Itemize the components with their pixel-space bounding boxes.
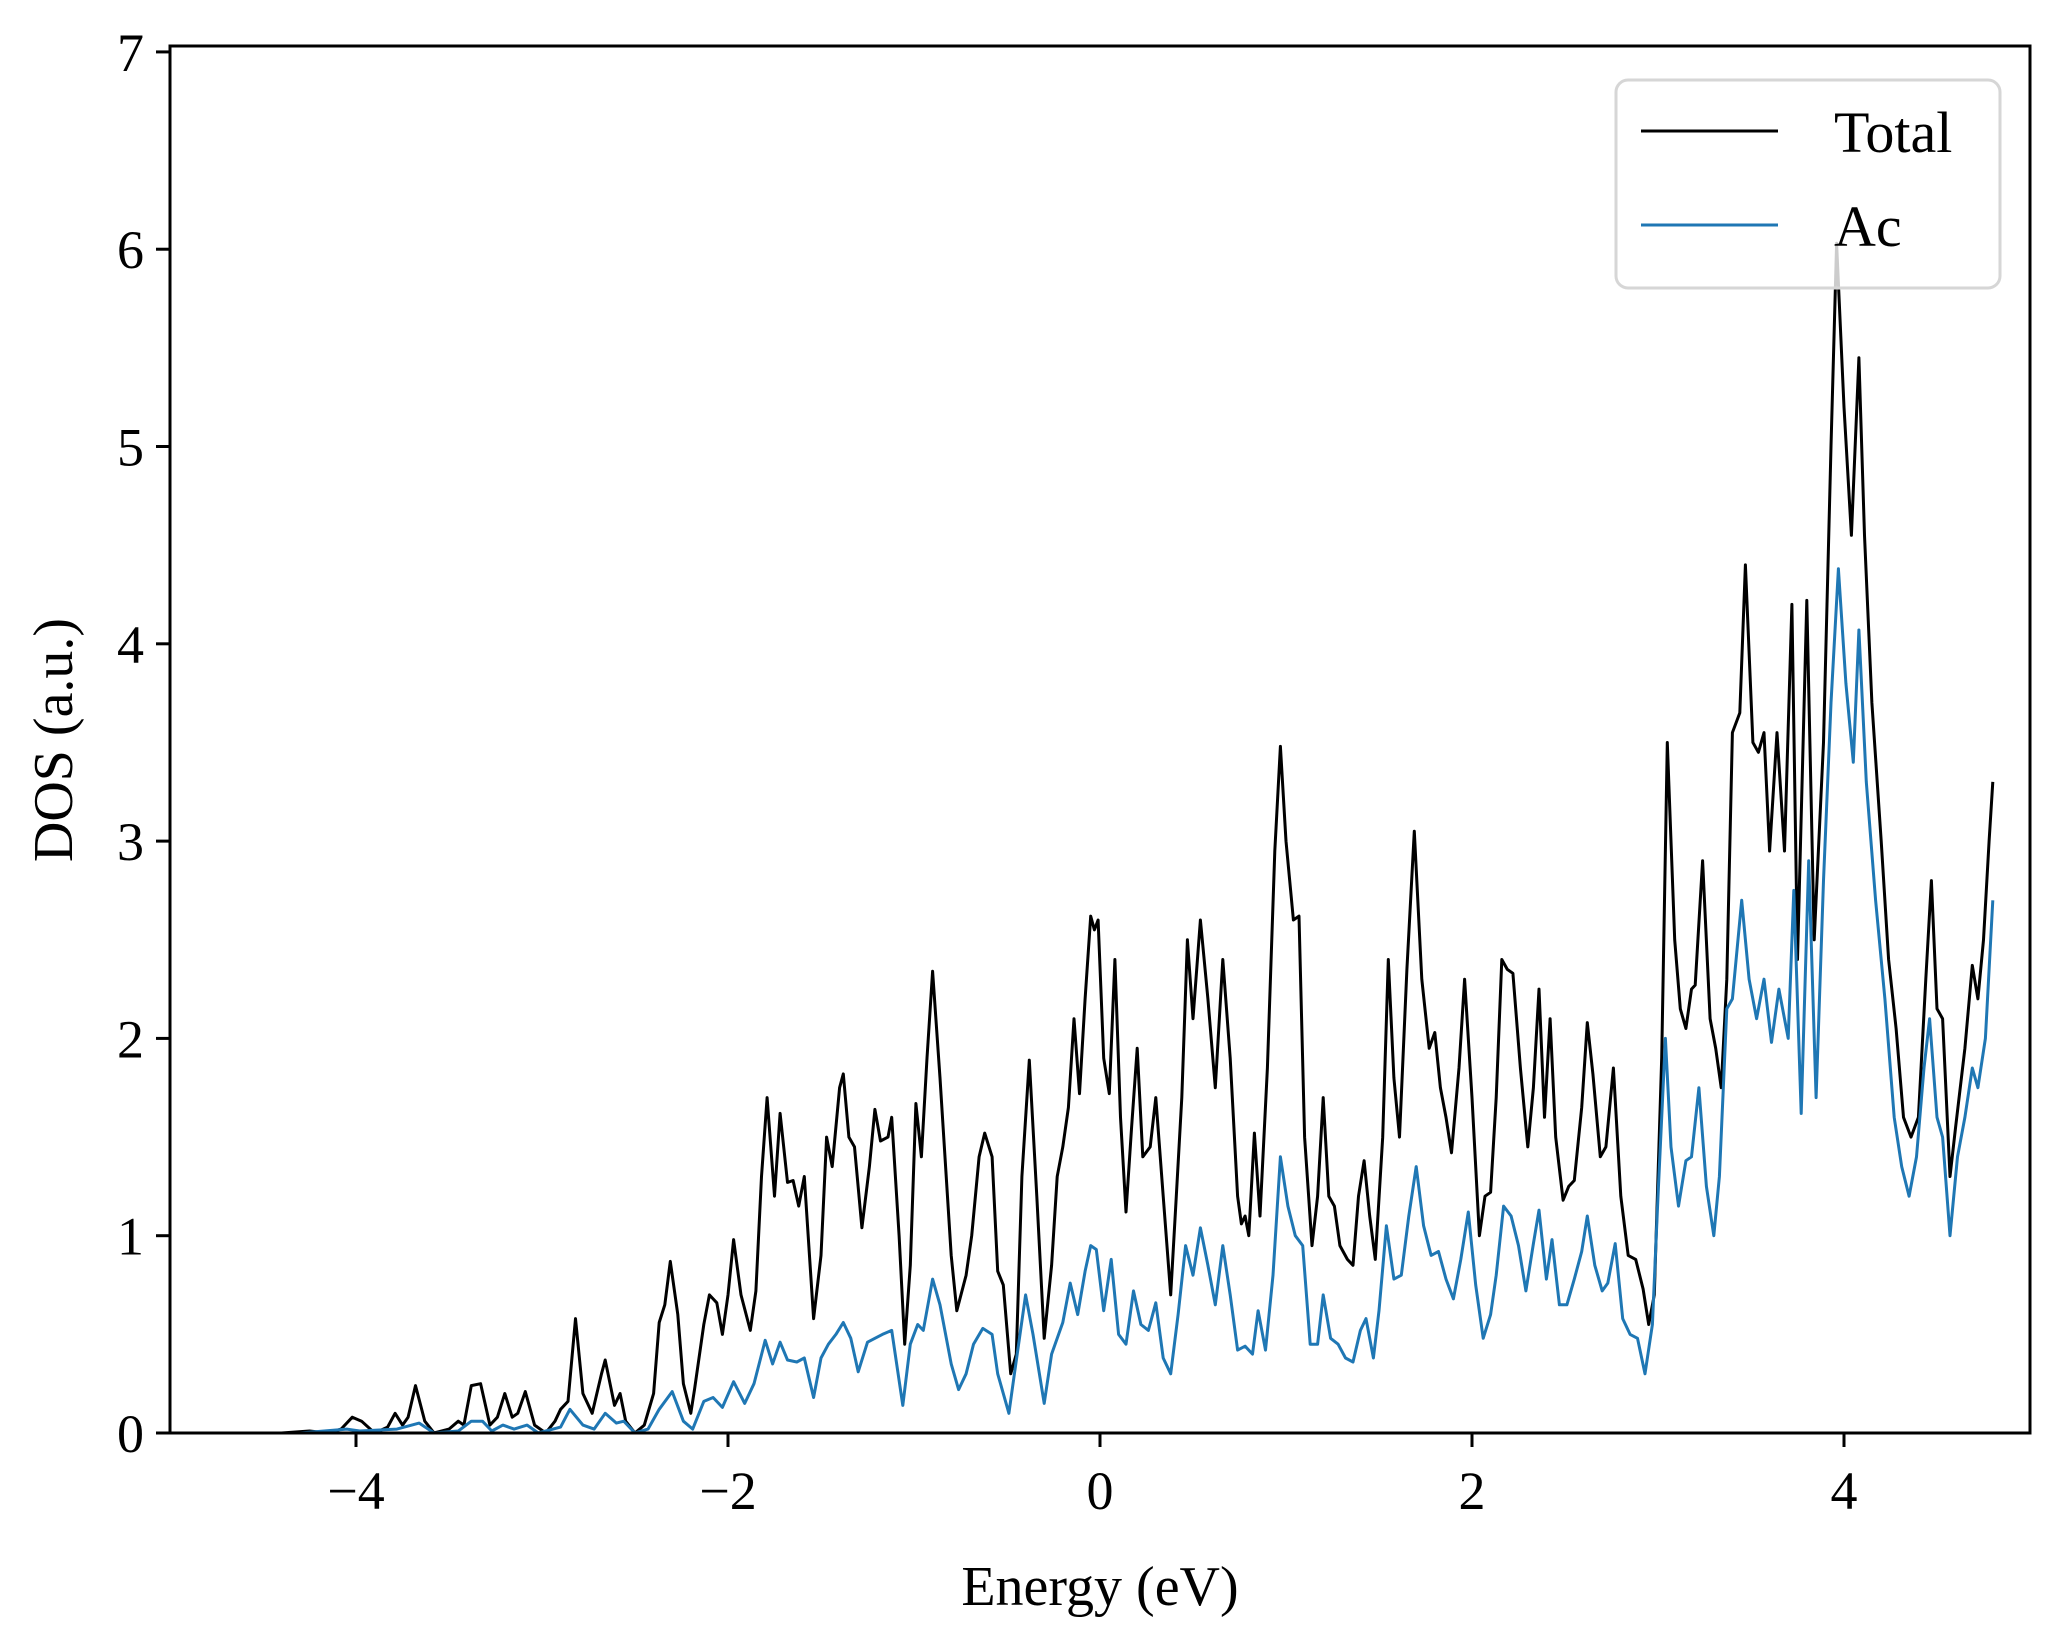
x-tick-label: 2: [1459, 1461, 1486, 1521]
y-tick-label: 6: [117, 220, 144, 280]
x-axis: −4 −2 0 2 4: [327, 1433, 1858, 1521]
y-tick-label: 1: [117, 1207, 144, 1267]
x-tick-label: 4: [1831, 1461, 1858, 1521]
y-axis: 0 1 2 3 4 5 6 7: [117, 23, 170, 1464]
series-line-ac: [170, 567, 1995, 1433]
legend: Total Ac: [1614, 78, 2002, 290]
y-axis-label: DOS (a.u.): [23, 618, 85, 862]
y-tick-label: 0: [117, 1404, 144, 1464]
legend-label-ac: Ac: [1834, 194, 1902, 259]
y-tick-label: 5: [117, 418, 144, 478]
x-axis-label: Energy (eV): [961, 1556, 1238, 1618]
legend-label-total: Total: [1834, 100, 1952, 165]
y-tick-label: 2: [117, 1009, 144, 1069]
x-tick-label: 0: [1087, 1461, 1114, 1521]
y-tick-label: 4: [117, 615, 144, 675]
y-tick-label: 7: [117, 23, 144, 83]
series-line-total: [170, 241, 1995, 1433]
series-layer: [170, 241, 1995, 1433]
x-tick-label: −4: [327, 1461, 384, 1521]
x-tick-label: −2: [699, 1461, 756, 1521]
y-tick-label: 3: [117, 812, 144, 872]
